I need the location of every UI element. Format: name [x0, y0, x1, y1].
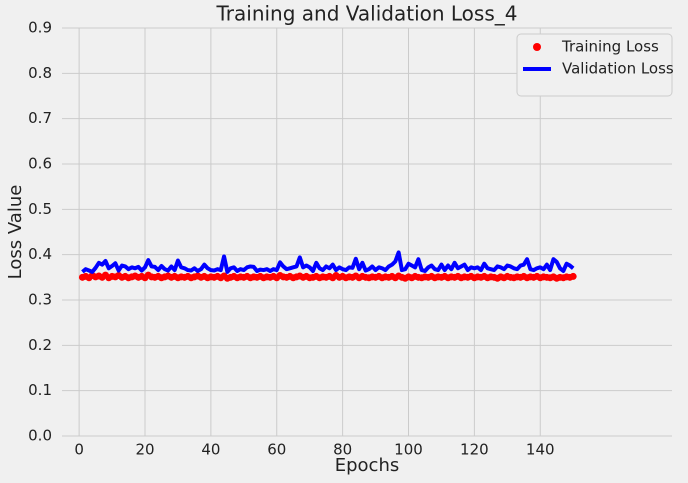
y-tick-label: 0.9	[28, 19, 52, 37]
data-point	[569, 272, 577, 280]
marker-series	[78, 271, 577, 282]
x-tick-label: 140	[526, 441, 555, 459]
y-tick-label: 0.4	[28, 245, 52, 263]
y-tick-label: 0.0	[28, 427, 52, 445]
legend-label: Training Loss	[561, 38, 659, 56]
x-tick-label: 100	[394, 441, 423, 459]
chart-title: Training and Validation Loss_4	[216, 2, 518, 26]
x-tick-label: 40	[201, 441, 220, 459]
y-tick-label: 0.6	[28, 155, 52, 173]
y-axis-label: Loss Value	[5, 185, 26, 280]
legend-label: Validation Loss	[562, 60, 674, 78]
y-tick-label: 0.1	[28, 381, 52, 399]
legend-box	[516, 33, 673, 97]
x-tick-label: 120	[460, 441, 489, 459]
y-tick-label: 0.8	[28, 64, 52, 82]
y-tick-label: 0.5	[28, 200, 52, 218]
x-tick-label: 20	[135, 441, 154, 459]
x-tick-label: 0	[74, 441, 84, 459]
x-axis-label: Epochs	[335, 455, 400, 476]
y-tick-label: 0.2	[28, 336, 52, 354]
data-line	[81, 250, 575, 274]
x-tick-label: 80	[333, 441, 352, 459]
y-tick-label: 0.7	[28, 109, 52, 127]
y-tick-label: 0.3	[28, 291, 52, 309]
x-tick-label: 60	[267, 441, 286, 459]
legend-marker	[533, 43, 541, 51]
